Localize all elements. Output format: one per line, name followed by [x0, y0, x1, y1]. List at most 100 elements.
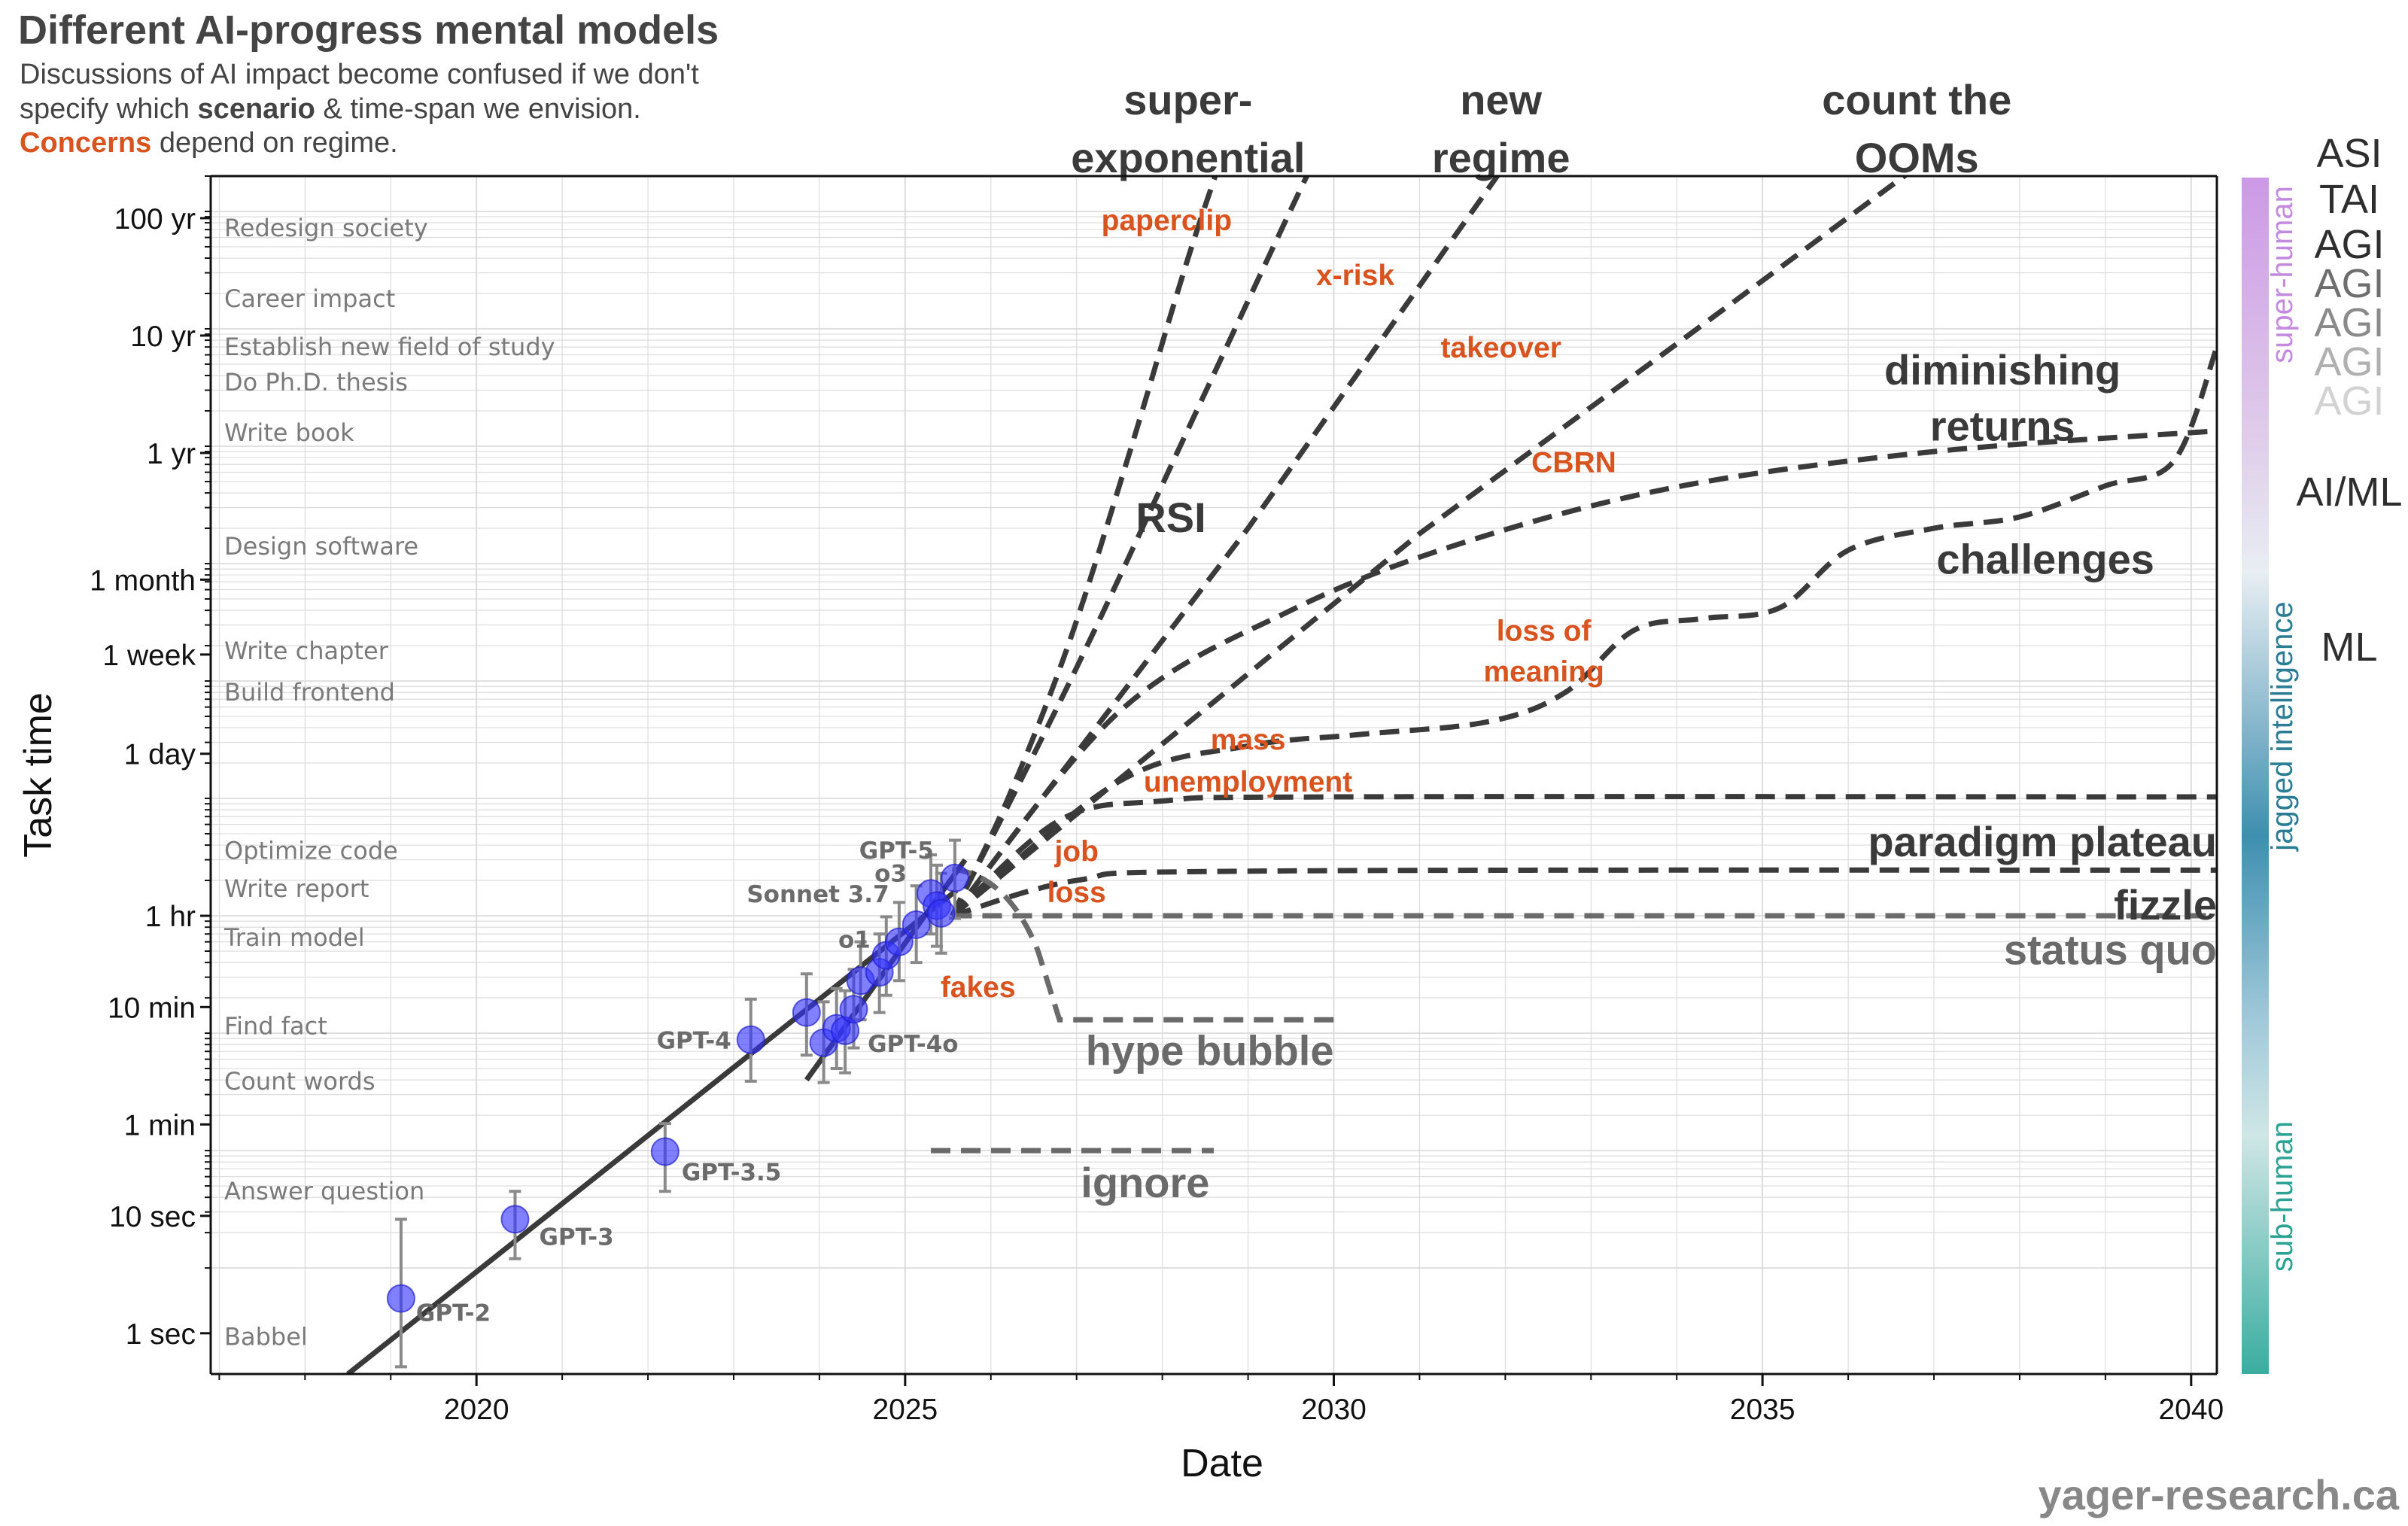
task-label: Build frontend — [224, 678, 395, 707]
intelligence-bar-labels: super-human jagged intelligence sub-human — [2266, 186, 2299, 1272]
concern-labels: paperclip x-risk takeover CBRN loss of meanin… — [941, 205, 1616, 1004]
data-point — [884, 927, 914, 956]
model-label: o1 — [838, 927, 871, 954]
capability-level-label: AI/ML — [2296, 470, 2402, 515]
chart-subtitle-line-2: specify which scenario & time-span we en… — [20, 93, 641, 125]
data-point — [792, 998, 821, 1027]
y-axis-label: Task time — [17, 692, 60, 858]
trend-lines — [346, 858, 968, 1374]
scenario-label: hype bubble — [1086, 1026, 1334, 1074]
scenario-label: exponential — [1071, 134, 1305, 181]
model-label: GPT-2 — [416, 1300, 491, 1327]
task-label: Babbel — [224, 1322, 308, 1351]
y-tick-label: 1 yr — [147, 438, 196, 470]
plot-axes: 1 sec 10 sec 1 min 10 min 1 hr 1 day 1 week 1 m… — [90, 175, 2224, 1426]
x-tick-label: 2030 — [1301, 1394, 1367, 1426]
task-labels: Redesign society Career impact Establish n… — [223, 214, 555, 1351]
scenario-label: diminishing — [1884, 346, 2121, 394]
scenario-line — [950, 176, 1218, 917]
task-label: Write book — [224, 418, 354, 447]
plot-grid — [211, 175, 2217, 1374]
chart-title: Different AI-progress mental models — [18, 8, 719, 53]
concern-label: unemployment — [1144, 766, 1352, 798]
scenario-line — [951, 867, 2217, 919]
capability-level-label: ML — [2321, 625, 2377, 670]
model-label: GPT-5 — [859, 837, 934, 865]
scenario-label: status quo — [2004, 926, 2217, 973]
data-point — [650, 1137, 680, 1166]
source-credit: yager-research.ca — [2039, 1471, 2400, 1518]
scenario-label: new — [1460, 76, 1542, 123]
task-label: Write chapter — [224, 637, 389, 665]
intelligence-color-bar — [2242, 178, 2269, 1374]
data-point — [736, 1025, 765, 1054]
capability-level-label: ASI — [2316, 131, 2382, 176]
x-tick-label: 2035 — [1730, 1394, 1795, 1426]
model-label: GPT-4 — [657, 1028, 731, 1055]
concern-label: fakes — [941, 971, 1016, 1004]
x-tick-label: 2025 — [872, 1394, 938, 1426]
capability-level-label: AGI — [2314, 378, 2384, 424]
model-points — [386, 838, 969, 1369]
concern-label: mass — [1211, 724, 1286, 756]
x-tick-label: 2040 — [2158, 1394, 2224, 1426]
concern-label: meaning — [1483, 656, 1604, 689]
y-tick-label: 10 min — [108, 992, 196, 1024]
concern-label: paperclip — [1102, 205, 1232, 237]
data-point — [926, 898, 956, 928]
data-point — [839, 995, 868, 1024]
model-label: Sonnet 3.7 — [746, 881, 889, 908]
y-tick-label: 1 min — [124, 1109, 196, 1141]
task-label: Write report — [224, 874, 369, 903]
y-tick-label: 1 hr — [145, 901, 196, 933]
scenario-label: regime — [1432, 134, 1570, 181]
y-tick-label: 1 week — [102, 640, 196, 672]
concern-label: takeover — [1440, 332, 1561, 364]
scenario-line — [950, 428, 2217, 918]
scenario-label: paradigm plateau — [1868, 818, 2217, 865]
intelligence-bar-label: jagged intelligence — [2266, 601, 2299, 851]
task-label: Find fact — [224, 1012, 327, 1041]
capability-level-label: AGI — [2314, 300, 2384, 345]
scenario-label: super- — [1123, 76, 1252, 123]
scenario-label: challenges — [1936, 536, 2154, 583]
y-tick-label: 1 month — [90, 564, 196, 597]
concern-label: CBRN — [1531, 446, 1616, 479]
y-tick-label: 100 yr — [114, 203, 196, 236]
scenario-line — [950, 345, 2217, 918]
x-axis-label: Date — [1181, 1442, 1263, 1485]
task-label: Career impact — [224, 284, 395, 313]
capability-level-label: AGI — [2314, 339, 2384, 385]
intelligence-bar-label: sub-human — [2266, 1121, 2299, 1272]
concern-label: loss of — [1497, 616, 1592, 648]
y-tick-label: 1 sec — [126, 1318, 196, 1351]
model-label: GPT-3 — [539, 1224, 613, 1251]
data-point — [901, 910, 931, 939]
scenario-line — [950, 794, 2217, 918]
scenario-label: count the — [1822, 76, 2011, 123]
capability-level-label: AGI — [2314, 261, 2384, 306]
concern-label: job — [1054, 835, 1098, 868]
scenario-label: RSI — [1136, 494, 1206, 541]
model-label: GPT-3.5 — [682, 1159, 782, 1186]
data-point — [940, 863, 969, 892]
concern-label: loss — [1047, 877, 1106, 909]
scenario-label: fizzle — [2114, 881, 2217, 929]
intelligence-bar-label: super-human — [2266, 186, 2299, 363]
concern-label: x-risk — [1316, 260, 1394, 292]
data-point — [500, 1205, 530, 1234]
task-label: Establish new field of study — [224, 333, 555, 361]
model-label: o3 — [874, 860, 907, 887]
task-label: Answer question — [224, 1177, 424, 1205]
scenario-label: ignore — [1081, 1159, 1209, 1206]
task-label: Do Ph.D. thesis — [224, 368, 408, 397]
model-label: GPT-4o — [868, 1031, 959, 1058]
capability-level-label: AGI — [2314, 222, 2384, 267]
scenario-label: returns — [1930, 403, 2075, 450]
y-tick-label: 1 day — [124, 739, 196, 771]
task-label: Count words — [224, 1067, 375, 1096]
scenario-labels: super-exponential new regime count the OOMs R… — [1071, 76, 2217, 1206]
scenario-line — [950, 176, 1909, 918]
